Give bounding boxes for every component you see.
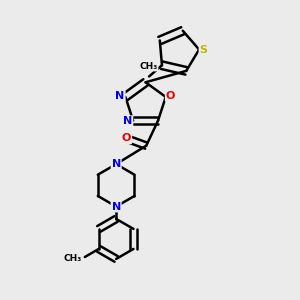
Text: CH₃: CH₃ — [64, 254, 82, 263]
Text: N: N — [112, 159, 121, 169]
Text: O: O — [122, 133, 131, 143]
Text: N: N — [123, 116, 132, 126]
Text: N: N — [112, 202, 121, 212]
Text: S: S — [200, 44, 208, 55]
Text: N: N — [116, 91, 125, 101]
Text: CH₃: CH₃ — [140, 62, 158, 71]
Text: O: O — [166, 91, 175, 101]
